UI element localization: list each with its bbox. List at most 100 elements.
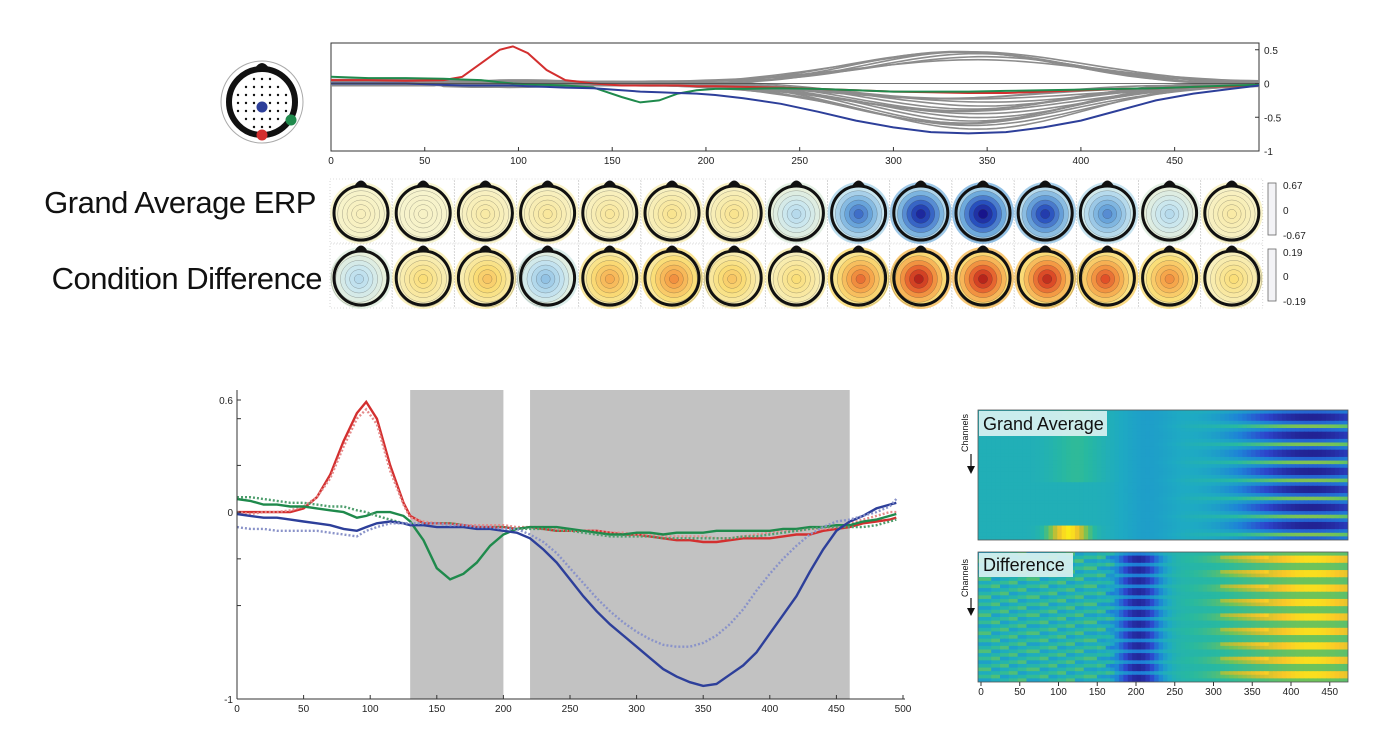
heatmap-cell: [1074, 577, 1080, 582]
heatmap-cell: [1101, 606, 1107, 611]
heatmap-cell: [1145, 584, 1151, 589]
heatmap-cell: [1224, 503, 1230, 509]
heatmap-cell: [1281, 410, 1287, 415]
heatmap-cell: [1277, 446, 1283, 451]
heatmap-cell: [1189, 460, 1195, 465]
heatmap-cell: [1004, 489, 1010, 494]
heatmap-cell: [1066, 435, 1072, 440]
heatmap-cell: [1220, 562, 1226, 568]
heatmap-cell: [986, 602, 992, 607]
electrode-dot: [276, 117, 280, 121]
heatmap-cell: [1334, 532, 1340, 537]
heatmap-cell: [1207, 464, 1213, 469]
heatmap-cell: [1211, 413, 1217, 418]
heatmap-cell: [1136, 485, 1142, 491]
heatmap-cell: [1220, 518, 1226, 523]
heatmap-cell: [1242, 598, 1248, 604]
heatmap-cell: [1114, 521, 1120, 527]
heatmap-cell: [1158, 449, 1164, 454]
heatmap-cell: [1118, 580, 1124, 586]
heatmap-cell: [1224, 525, 1230, 530]
heatmap-cell: [1268, 507, 1274, 512]
heatmap-cell: [1096, 536, 1102, 540]
heatmap-cell: [1066, 493, 1072, 498]
electrode-red: [256, 129, 268, 141]
heatmap-cell: [986, 598, 992, 604]
heatmap-cell: [1167, 449, 1173, 454]
heatmap-cell: [1242, 507, 1248, 512]
heatmap-cell: [1193, 566, 1199, 571]
heatmap-cell: [1264, 431, 1270, 436]
heatmap-cell: [1149, 518, 1155, 523]
heatmap-cell: [991, 453, 997, 458]
heatmap-cell: [1185, 555, 1191, 560]
heatmap-cell: [1057, 591, 1063, 596]
heatmap-cell: [1000, 446, 1006, 451]
heatmap-cell: [1321, 529, 1327, 534]
heatmap-cell: [1013, 460, 1019, 465]
heatmap-cell: [1017, 529, 1023, 534]
heatmap-cell: [1224, 595, 1230, 600]
heatmap-cell: [1132, 511, 1138, 516]
heatmap-cell: [1215, 428, 1221, 433]
heatmap-ga-title: Grand Average: [983, 414, 1104, 434]
heatmap-cell: [1251, 467, 1257, 472]
heatmap-cell: [1101, 591, 1107, 596]
heatmap-cell: [1281, 428, 1287, 433]
heatmap-cell: [1158, 609, 1164, 614]
heatmap-cell: [1008, 467, 1014, 472]
heatmap-cell: [1312, 532, 1318, 537]
heatmap-cell: [1127, 420, 1133, 426]
heatmap-cell: [1339, 562, 1345, 568]
heatmap-cell: [1202, 588, 1208, 593]
heatmap-cell: [1242, 518, 1248, 523]
heatmap-cell: [1105, 456, 1111, 462]
heatmap-cell: [1211, 424, 1217, 429]
heatmap-cell: [1193, 467, 1199, 472]
electrode-dot: [260, 85, 264, 89]
heatmap-cell: [1198, 449, 1204, 454]
heatmap-cell: [991, 606, 997, 611]
heatmap-cell: [1220, 536, 1226, 540]
heatmap-cell: [1202, 410, 1208, 415]
heatmap-cell: [1286, 460, 1292, 465]
heatmap-cell: [1281, 489, 1287, 494]
heatmap-cell: [1136, 602, 1142, 607]
heatmap-cell: [1140, 446, 1146, 451]
heatmap-cell: [1317, 559, 1323, 564]
heatmap-cell: [1317, 485, 1323, 491]
heatmap-cell: [1057, 514, 1063, 519]
heatmap-cell: [1004, 496, 1010, 501]
heatmap-cell: [1281, 417, 1287, 422]
heatmap-cell: [1149, 464, 1155, 469]
heatmap-cell: [982, 489, 988, 494]
heatmap-cell: [1083, 467, 1089, 472]
heatmap-cell: [1242, 453, 1248, 458]
heatmap-cell: [995, 514, 1001, 519]
heatmap-cell: [1339, 428, 1345, 433]
heatmap-cell: [1145, 438, 1151, 444]
heatmap-cell: [1105, 606, 1111, 611]
heatmap-cell: [1286, 525, 1292, 530]
heatmap-cell: [1061, 595, 1067, 600]
nose-icon: [541, 180, 554, 185]
heatmap-cell: [1211, 449, 1217, 454]
heatmap-cell: [1083, 562, 1089, 568]
heatmap-cell: [1220, 478, 1226, 483]
heatmap-cell: [1246, 562, 1252, 568]
heatmap-cell: [1268, 475, 1274, 480]
heatmap-cell: [1000, 496, 1006, 501]
heatmap-cell: [1127, 507, 1133, 512]
heatmap-cell: [1299, 532, 1305, 537]
heatmap-cell: [1277, 424, 1283, 429]
heatmap-cell: [1251, 471, 1257, 476]
heatmap-cell: [1180, 536, 1186, 540]
heatmap-cell: [1052, 438, 1058, 444]
heatmap-cell: [1127, 573, 1133, 578]
grand-average-topomaps: [329, 178, 1264, 244]
heatmap-cell: [1295, 507, 1301, 512]
topomap-contour: [913, 274, 924, 284]
heatmap-cell: [1185, 449, 1191, 454]
heatmap-cell: [1264, 424, 1270, 429]
heatmap-cell: [1088, 500, 1094, 505]
